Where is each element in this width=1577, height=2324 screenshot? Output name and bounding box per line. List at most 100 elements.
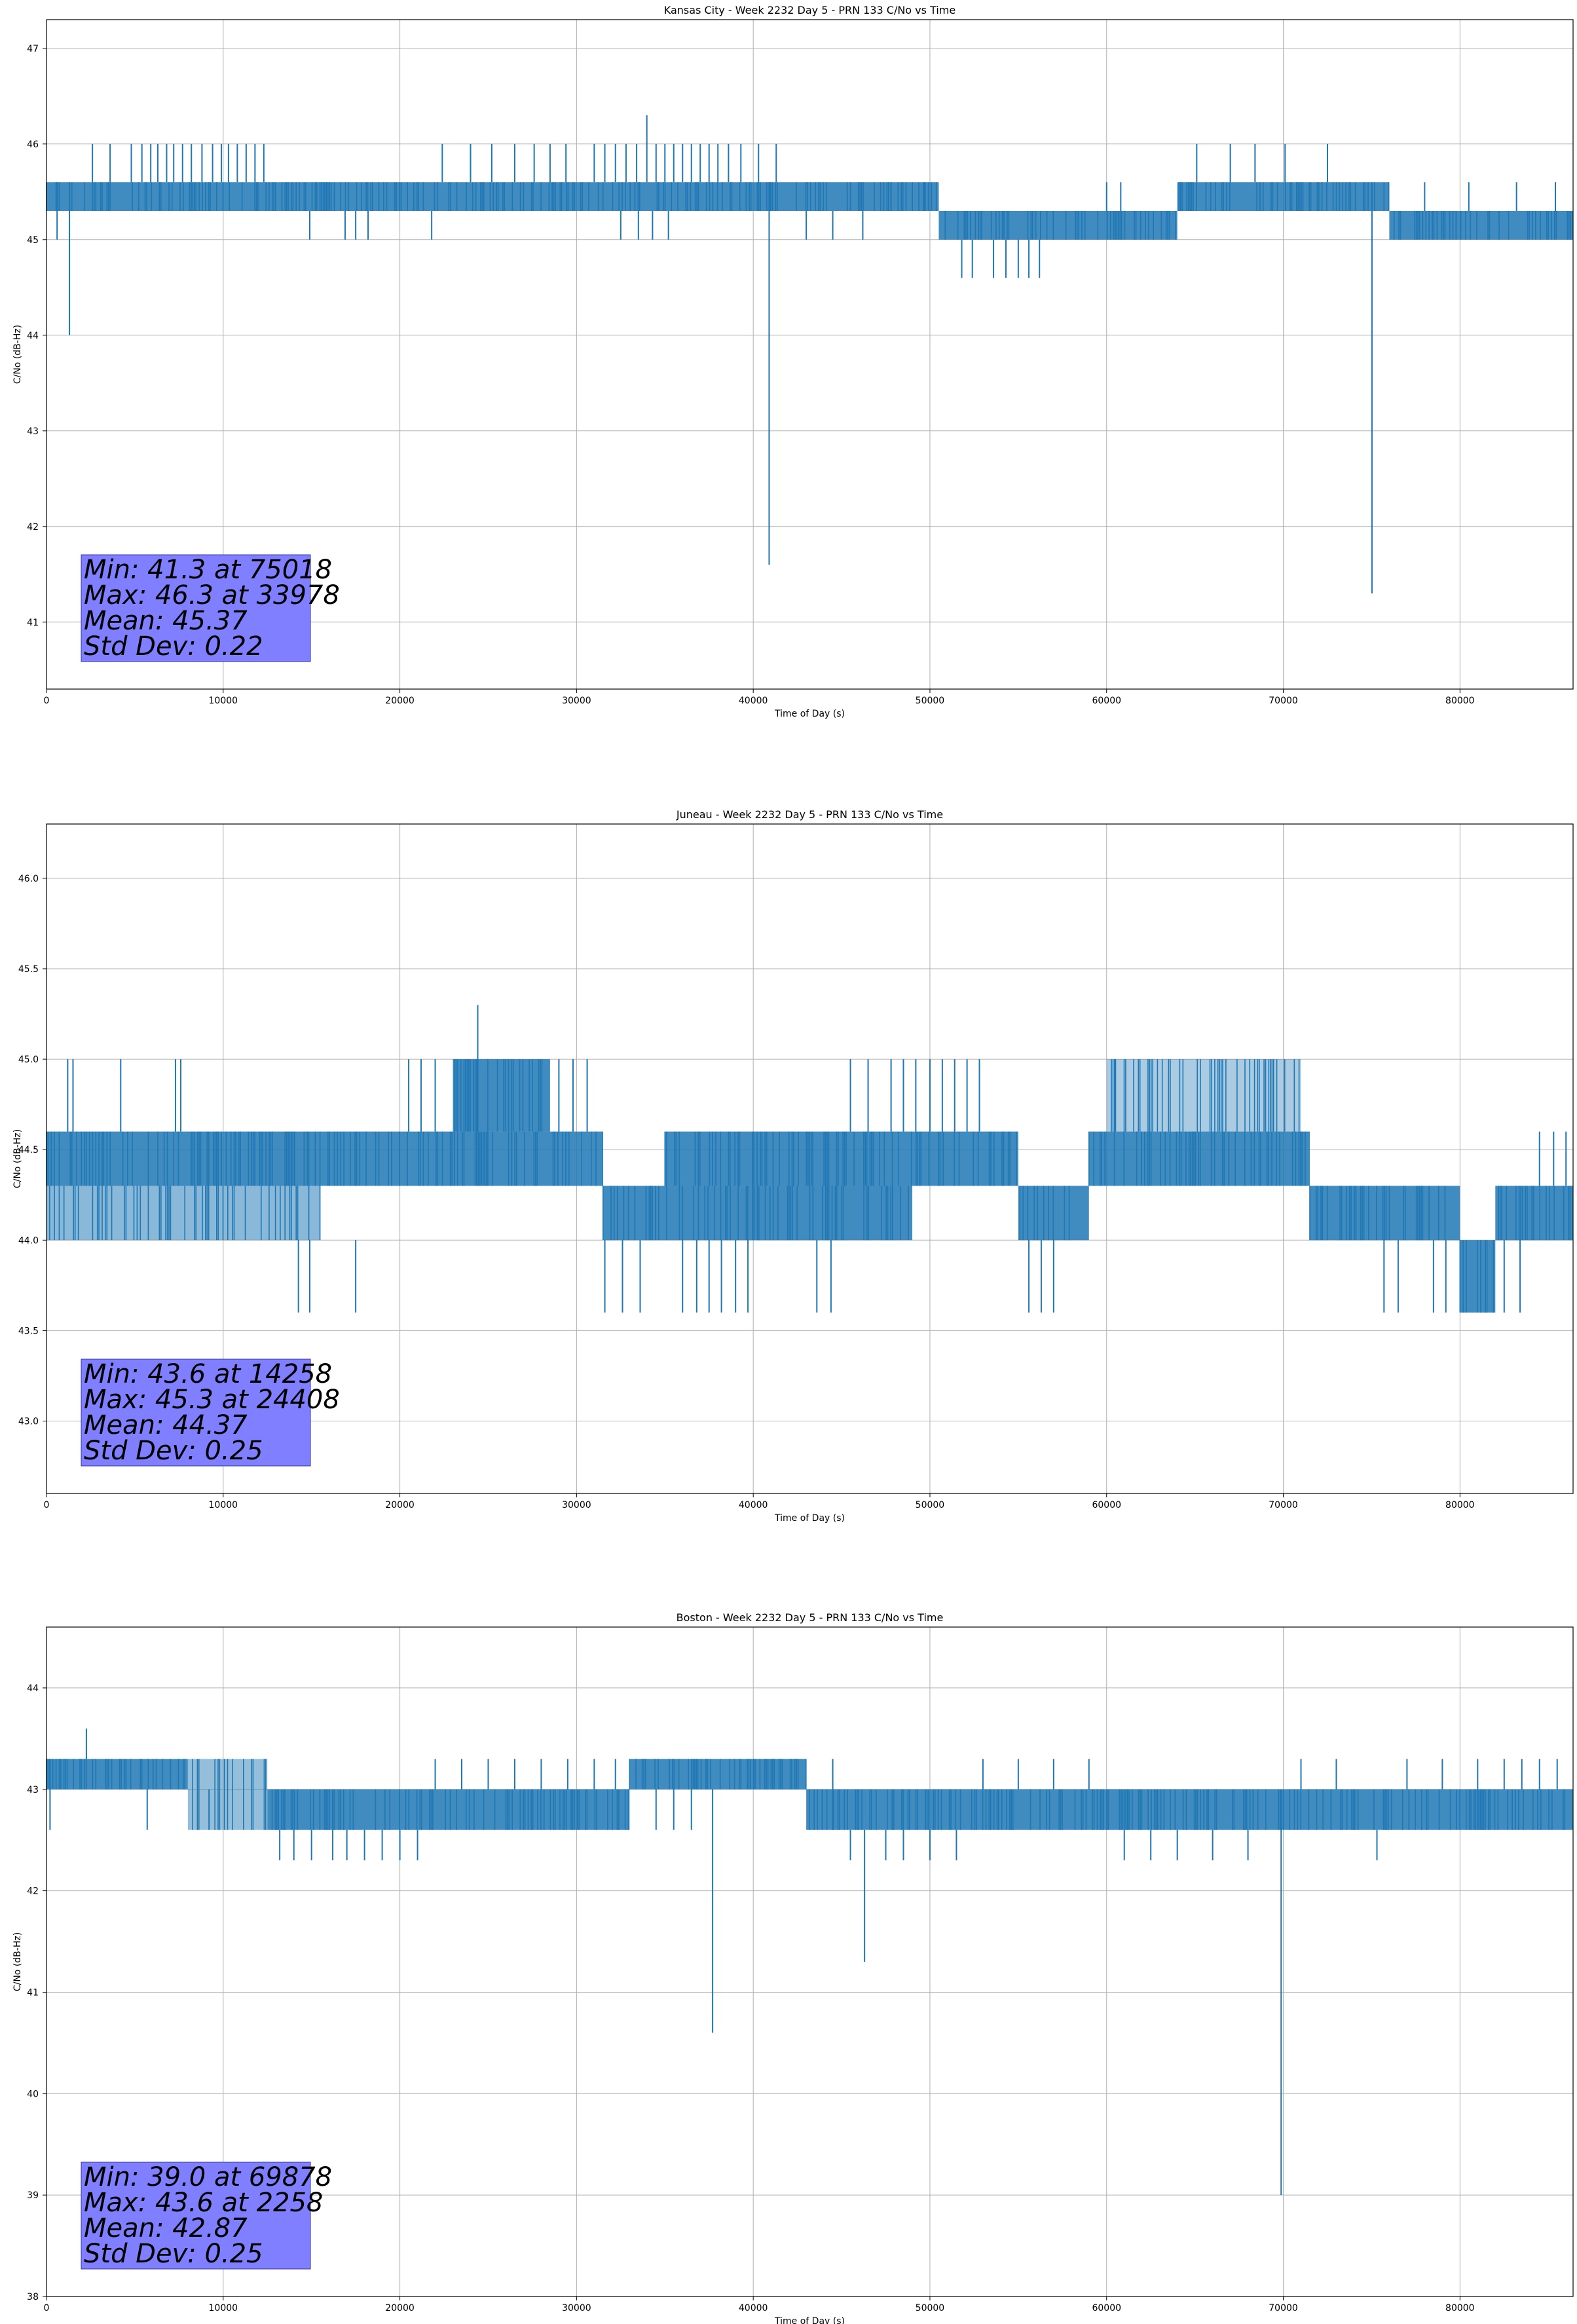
series-band	[1495, 1186, 1573, 1241]
stats-min: Min: 41.3 at 75018	[84, 555, 332, 585]
x-tick-label: 0	[44, 1500, 50, 1510]
series-line	[46, 115, 1573, 593]
x-tick-label: 20000	[385, 1500, 415, 1510]
x-tick-label: 80000	[1445, 696, 1475, 706]
chart-juneau: 0 10000 20000 30000 40000 50000 60000 70000 8000…	[12, 808, 1574, 1524]
series-band	[1088, 1131, 1310, 1186]
series-band	[46, 1759, 188, 1790]
x-tick-label: 80000	[1445, 1500, 1475, 1510]
y-tick-label: 43.5	[18, 1326, 39, 1336]
x-tick-label: 40000	[739, 1500, 768, 1510]
y-tick-label: 43	[27, 426, 39, 437]
series-strokes	[454, 1131, 603, 1186]
x-axis-label: Time of Day (s)	[774, 709, 845, 719]
axes-frame	[46, 823, 1574, 1494]
series-line	[46, 1728, 1573, 2196]
series-band	[46, 1186, 321, 1241]
y-tick-label: 43	[27, 1785, 39, 1795]
x-axis-label: Time of Day (s)	[774, 2316, 845, 2324]
series-band	[938, 211, 1178, 240]
series-strokes	[603, 1186, 909, 1241]
y-tick-label: 39	[27, 2190, 39, 2201]
series-strokes	[49, 1186, 321, 1241]
series-strokes	[1393, 211, 1571, 240]
stats-box: Min: 41.3 at 75018 Max: 46.3 at 33978 Me…	[81, 554, 340, 662]
y-tick-label: 46	[27, 140, 39, 150]
series-band	[806, 1789, 1573, 1830]
x-tick-label: 10000	[209, 1500, 238, 1510]
series-band	[665, 1131, 1018, 1186]
stats-box: Min: 43.6 at 14258 Max: 45.3 at 24408 Me…	[81, 1359, 340, 1467]
chart-title: Boston - Week 2232 Day 5 - PRN 133 C/No …	[677, 1611, 944, 1624]
x-tick-label: 0	[44, 2303, 50, 2314]
x-tick-label: 50000	[916, 696, 945, 706]
y-tick-label: 47	[27, 44, 39, 54]
series-strokes	[454, 1059, 543, 1132]
stats-std-dev: Std Dev: 0.25	[84, 2239, 263, 2269]
plot-area: 0 10000 20000 30000 40000 50000 60000 70000 8000…	[27, 1626, 1574, 2314]
y-tick-label: 45.0	[18, 1055, 39, 1065]
x-tick-label: 20000	[385, 696, 415, 706]
series-band	[46, 182, 771, 211]
series-strokes	[1019, 1186, 1070, 1241]
chart-boston: 0 10000 20000 30000 40000 50000 60000 70000 8000…	[12, 1611, 1574, 2324]
x-tick-label: 50000	[916, 1500, 945, 1510]
plot-area: 0 10000 20000 30000 40000 50000 60000 70000 8000…	[27, 19, 1574, 706]
x-tick-label: 70000	[1269, 696, 1298, 706]
y-tick-label: 38	[27, 2292, 39, 2302]
y-tick-label: 46.0	[18, 874, 39, 884]
series-strokes	[1309, 1186, 1446, 1241]
x-tick-label: 50000	[916, 2303, 945, 2314]
x-tick-label: 10000	[209, 2303, 238, 2314]
series-strokes	[1498, 1186, 1571, 1241]
x-tick-label: 60000	[1092, 2303, 1121, 2314]
stats-box: Min: 39.0 at 69878 Max: 43.6 at 2258 Mea…	[81, 2162, 332, 2270]
series-strokes	[1111, 1059, 1300, 1132]
x-tick-label: 30000	[562, 1500, 591, 1510]
stats-mean: Mean: 45.37	[84, 606, 248, 636]
stats-box-background	[81, 2162, 311, 2270]
plot-area: 0 10000 20000 30000 40000 50000 60000 70000 8000…	[18, 823, 1574, 1510]
series-band	[1389, 211, 1573, 240]
y-tick-label: 45	[27, 235, 39, 246]
stats-box-background	[81, 1359, 311, 1467]
series-band	[629, 1759, 807, 1790]
series-strokes	[664, 1131, 1017, 1186]
x-tick-label: 0	[44, 696, 50, 706]
y-tick-label: 45.5	[18, 964, 39, 975]
series-band	[771, 182, 939, 211]
stats-max: Max: 45.3 at 24408	[84, 1385, 340, 1415]
x-tick-label: 30000	[562, 696, 591, 706]
stats-min: Min: 43.6 at 14258	[84, 1359, 332, 1389]
series-strokes	[629, 1759, 807, 1790]
y-tick-label: 44	[27, 1683, 39, 1694]
y-axis-label: C/No (dB-Hz)	[12, 325, 23, 384]
x-tick-label: 60000	[1092, 1500, 1121, 1510]
series-band	[1177, 182, 1390, 211]
series-band	[267, 1789, 630, 1830]
y-tick-label: 41	[27, 1987, 39, 1998]
y-tick-label: 43.0	[18, 1417, 39, 1427]
stats-std-dev: Std Dev: 0.25	[84, 1436, 263, 1466]
axes-frame	[46, 19, 1574, 690]
series-strokes	[1178, 182, 1390, 211]
series-strokes	[1459, 1240, 1494, 1313]
stats-box-background	[81, 554, 311, 662]
y-tick-label: 41	[27, 618, 39, 628]
y-tick-label: 42	[27, 522, 39, 533]
y-tick-label: 40	[27, 2089, 39, 2099]
stats-mean: Mean: 44.37	[84, 1410, 248, 1440]
y-tick-label: 44.0	[18, 1235, 39, 1246]
chart-title: Kansas City - Week 2232 Day 5 - PRN 133 …	[664, 4, 955, 16]
series-band	[46, 1131, 453, 1186]
series-line	[46, 1005, 1573, 1313]
x-tick-label: 40000	[739, 2303, 768, 2314]
y-tick-label: 42	[27, 1886, 39, 1897]
stats-max: Max: 43.6 at 2258	[84, 2188, 323, 2218]
y-tick-label: 44	[27, 331, 39, 341]
series-strokes	[192, 1759, 267, 1830]
axes-frame	[46, 1626, 1574, 2297]
x-axis-label: Time of Day (s)	[774, 1513, 845, 1524]
series-strokes	[944, 211, 1176, 240]
